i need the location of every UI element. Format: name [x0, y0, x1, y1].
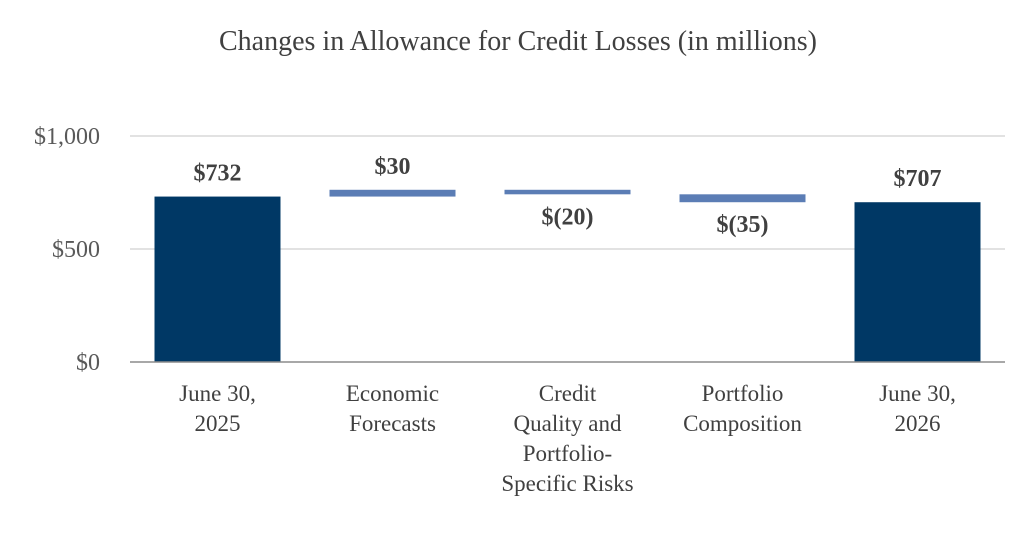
category-labels: June 30, 2025 Economic Forecasts Credit Quali…	[179, 381, 956, 496]
total-bar	[154, 196, 281, 362]
category-label: Quality and	[514, 411, 622, 436]
data-label: $(20)	[542, 204, 594, 230]
bars	[154, 189, 981, 362]
category-label: June 30,	[879, 381, 956, 406]
category-label: Forecasts	[349, 411, 436, 436]
data-label: $707	[894, 166, 942, 192]
y-tick-label: $500	[52, 237, 100, 263]
data-labels: $732 $30 $(20) $(35) $707	[194, 154, 942, 238]
category-label: 2025	[195, 411, 241, 436]
data-label: $(35)	[717, 212, 769, 238]
category-label: Portfolio	[702, 381, 784, 406]
category-label: Economic	[346, 381, 439, 406]
category-label: June 30,	[179, 381, 256, 406]
change-bar	[679, 194, 806, 203]
data-label: $732	[194, 161, 242, 187]
data-label: $30	[375, 154, 411, 180]
change-bar	[329, 189, 456, 197]
category-label: Credit	[539, 381, 597, 406]
y-axis-ticks: $0 $500 $1,000	[34, 124, 100, 376]
category-label: Specific Risks	[501, 471, 633, 496]
category-label: Portfolio-	[523, 441, 612, 466]
change-bar	[504, 189, 631, 195]
category-label: Composition	[683, 411, 802, 436]
category-label: 2026	[895, 411, 941, 436]
y-tick-label: $1,000	[34, 124, 100, 150]
y-tick-label: $0	[76, 350, 100, 376]
chart-title: Changes in Allowance for Credit Losses (…	[218, 26, 818, 57]
total-bar	[854, 202, 981, 362]
